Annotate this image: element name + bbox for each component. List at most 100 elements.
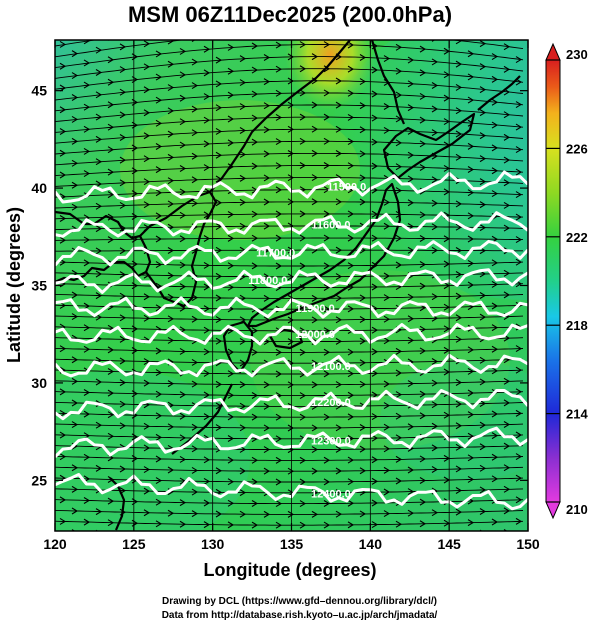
wind-arrowhead bbox=[419, 69, 427, 77]
wind-arrowhead bbox=[347, 478, 355, 486]
wind-arrowhead bbox=[251, 521, 259, 529]
wind-arrowhead bbox=[119, 43, 127, 51]
wind-arrowhead bbox=[335, 125, 343, 133]
wind-arrowhead bbox=[191, 488, 199, 496]
wind-arrowhead bbox=[479, 400, 487, 407]
wind-arrowhead bbox=[323, 113, 331, 121]
wind-arrowhead bbox=[95, 270, 103, 278]
wind-arrowhead bbox=[167, 40, 175, 45]
wind-arrowhead bbox=[275, 138, 283, 146]
wind-arrowhead bbox=[347, 138, 355, 146]
wind-arrowhead bbox=[107, 191, 115, 199]
wind-arrowhead bbox=[143, 379, 151, 387]
korea-peninsula bbox=[139, 190, 218, 308]
wind-arrowhead bbox=[395, 369, 403, 377]
wind-arrowhead bbox=[491, 345, 499, 353]
wind-arrowhead bbox=[323, 162, 331, 169]
wind-arrowhead bbox=[215, 337, 223, 345]
wind-arrowhead bbox=[251, 284, 259, 291]
wind-arrowhead bbox=[203, 499, 211, 507]
wind-arrowhead bbox=[275, 435, 283, 443]
wind-arrowhead bbox=[251, 90, 259, 98]
wind-arrowhead bbox=[143, 109, 151, 117]
wind-arrowhead bbox=[239, 467, 247, 475]
wind-arrowhead bbox=[239, 445, 247, 453]
wind-arrowhead bbox=[335, 77, 343, 85]
colorbar-tick-label: 226 bbox=[566, 141, 588, 156]
wind-arrowhead bbox=[143, 358, 151, 366]
wind-arrowhead bbox=[155, 412, 163, 420]
wind-arrowhead bbox=[407, 246, 415, 254]
wind-arrowhead bbox=[515, 168, 523, 176]
wind-arrowhead bbox=[143, 201, 151, 209]
wind-arrowhead bbox=[83, 147, 91, 155]
wind-arrowhead bbox=[167, 130, 175, 138]
wind-arrowhead bbox=[59, 236, 67, 244]
wind-arrowhead bbox=[167, 509, 175, 517]
wind-arrowhead bbox=[179, 71, 187, 79]
wind-arrowhead bbox=[515, 388, 523, 396]
wind-arrowhead bbox=[83, 497, 91, 504]
wind-arrowhead bbox=[479, 109, 487, 117]
y-tick-label: 40 bbox=[31, 180, 47, 196]
wind-arrowhead bbox=[335, 198, 343, 206]
wind-arrowhead bbox=[275, 162, 283, 170]
wind-arrowhead bbox=[431, 199, 439, 207]
wind-arrowhead bbox=[383, 466, 391, 474]
wind-arrowhead bbox=[179, 141, 187, 149]
wind-arrowhead bbox=[155, 520, 163, 528]
wind-arrowhead bbox=[119, 314, 127, 322]
wind-arrowhead bbox=[107, 146, 115, 154]
wind-arrowhead bbox=[347, 499, 355, 507]
wind-arrowhead bbox=[491, 144, 499, 152]
wind-arrowhead bbox=[83, 453, 91, 461]
wind-arrowhead bbox=[515, 409, 523, 417]
wind-arrowhead bbox=[311, 446, 319, 454]
wind-arrowhead bbox=[107, 168, 115, 176]
wind-arrowhead bbox=[288, 30, 293, 36]
wind-arrowhead bbox=[179, 347, 187, 355]
wind-arrowhead bbox=[467, 432, 475, 440]
wind-arrowhead bbox=[515, 258, 523, 266]
wind-arrowhead bbox=[119, 400, 127, 408]
wind-arrowhead bbox=[71, 94, 79, 101]
wind-arrowhead bbox=[335, 246, 343, 254]
wind-arrowhead bbox=[479, 464, 487, 472]
wind-arrowhead bbox=[179, 499, 187, 507]
wind-arrowhead bbox=[107, 346, 115, 354]
wind-arrowhead bbox=[431, 509, 439, 517]
wind-streamline bbox=[55, 347, 524, 353]
wind-arrowhead bbox=[323, 521, 331, 529]
wind-arrowhead bbox=[323, 478, 331, 486]
wind-arrowhead bbox=[419, 235, 427, 242]
wind-arrowhead bbox=[419, 304, 427, 312]
wind-arrowhead bbox=[311, 198, 319, 206]
wind-arrowhead bbox=[299, 162, 307, 169]
wind-arrowhead bbox=[491, 453, 499, 461]
wind-arrowhead bbox=[83, 518, 91, 526]
wind-arrowhead bbox=[275, 262, 283, 270]
wind-arrowhead bbox=[311, 402, 319, 410]
wind-arrowhead bbox=[299, 89, 307, 97]
wind-streamline bbox=[55, 177, 524, 187]
wind-arrowhead bbox=[491, 518, 499, 526]
wind-arrowhead bbox=[383, 445, 391, 453]
wind-arrowhead bbox=[515, 191, 523, 199]
wind-arrowhead bbox=[179, 434, 187, 442]
wind-arrowhead bbox=[503, 111, 511, 119]
wind-arrowhead bbox=[371, 138, 379, 146]
wind-arrowhead bbox=[59, 301, 67, 309]
wind-arrowhead bbox=[371, 369, 379, 377]
wind-arrowhead bbox=[323, 305, 331, 313]
wind-arrowhead bbox=[299, 500, 307, 508]
wind-arrowhead bbox=[323, 234, 331, 242]
wind-arrowhead bbox=[71, 203, 79, 211]
wind-arrowhead bbox=[264, 30, 269, 36]
wind-arrowhead bbox=[263, 294, 271, 302]
wind-arrowhead bbox=[264, 533, 269, 539]
wind-arrowhead bbox=[203, 521, 211, 529]
wind-arrowhead bbox=[323, 413, 331, 421]
wind-arrowhead bbox=[491, 475, 499, 483]
wind-arrowhead bbox=[263, 126, 271, 134]
wind-arrowhead bbox=[384, 32, 389, 38]
